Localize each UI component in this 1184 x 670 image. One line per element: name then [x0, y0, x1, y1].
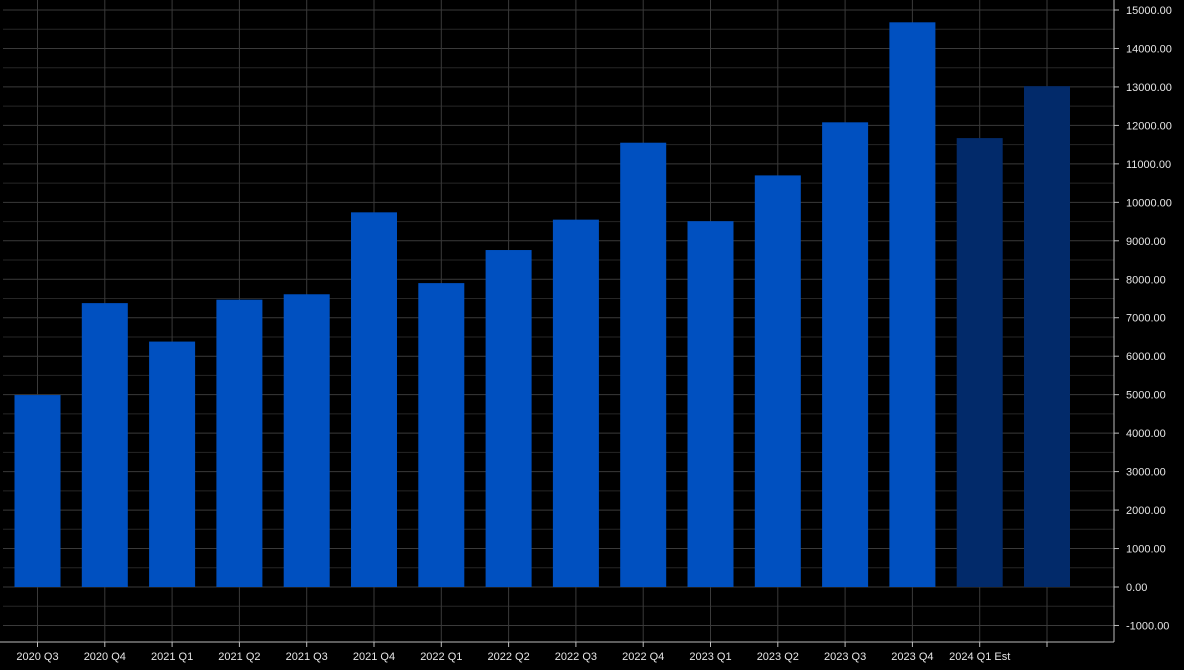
x-tick-label: 2022 Q3 — [555, 651, 597, 663]
axes — [0, 0, 1119, 647]
bar — [418, 283, 465, 587]
y-tick-label: 13000.00 — [1126, 82, 1172, 94]
x-tick-label: 2021 Q3 — [286, 651, 328, 663]
y-tick-label: -1000.00 — [1126, 620, 1169, 632]
y-tick-label: 5000.00 — [1126, 390, 1166, 402]
bar — [149, 341, 196, 587]
y-tick-label: 4000.00 — [1126, 428, 1166, 440]
y-tick-label: 3000.00 — [1126, 467, 1166, 479]
bar — [889, 22, 936, 588]
y-tick-label: 14000.00 — [1126, 43, 1172, 55]
y-tick-labels: 15000.00 14000.00 13000.00 12000.00 11000.00… — [1126, 5, 1172, 632]
y-tick-label: 11000.00 — [1126, 159, 1171, 171]
x-tick-label: 2020 Q4 — [84, 651, 126, 663]
y-tick-label: 10000.00 — [1126, 197, 1172, 209]
bar — [216, 299, 263, 587]
x-tick-label: 2023 Q3 — [824, 651, 866, 663]
bar — [687, 221, 734, 587]
x-tick-label: 2021 Q1 — [151, 651, 193, 663]
bar — [283, 294, 330, 587]
y-tick-label: 15000.00 — [1126, 5, 1172, 17]
x-tick-labels: 2020 Q3 2020 Q4 2021 Q1 2021 Q2 2021 Q3 2021 … — [16, 651, 1010, 663]
bar — [754, 175, 801, 587]
x-tick-label: 2023 Q4 — [891, 651, 933, 663]
x-tick-label: 2023 Q2 — [757, 651, 799, 663]
x-tick-label: 2021 Q4 — [353, 651, 395, 663]
bar — [1024, 86, 1070, 587]
x-tick-label: 2021 Q2 — [218, 651, 260, 663]
x-tick-label: 2022 Q1 — [420, 651, 462, 663]
y-tick-label: 7000.00 — [1126, 313, 1166, 325]
bar — [956, 138, 1003, 587]
y-tick-label: 0.00 — [1126, 582, 1147, 594]
bar — [822, 122, 869, 588]
y-tick-label: 8000.00 — [1126, 274, 1166, 286]
bar — [620, 142, 667, 587]
bars — [14, 22, 1070, 588]
bar — [351, 212, 397, 588]
y-tick-label: 9000.00 — [1126, 236, 1166, 248]
x-tick-label: 2020 Q3 — [16, 651, 58, 663]
x-tick-label: 2022 Q4 — [622, 651, 664, 663]
bar — [14, 395, 61, 587]
x-tick-label: 2023 Q1 — [689, 651, 731, 663]
y-tick-label: 12000.00 — [1126, 120, 1172, 132]
y-tick-label: 1000.00 — [1126, 544, 1166, 556]
x-tick-label: 2022 Q2 — [487, 651, 529, 663]
x-tick-label: 2024 Q1 Est — [949, 651, 1010, 663]
y-tick-label: 6000.00 — [1126, 351, 1166, 363]
bar — [552, 219, 599, 588]
bar — [485, 250, 532, 588]
y-tick-label: 2000.00 — [1126, 505, 1166, 517]
bar — [81, 303, 128, 587]
